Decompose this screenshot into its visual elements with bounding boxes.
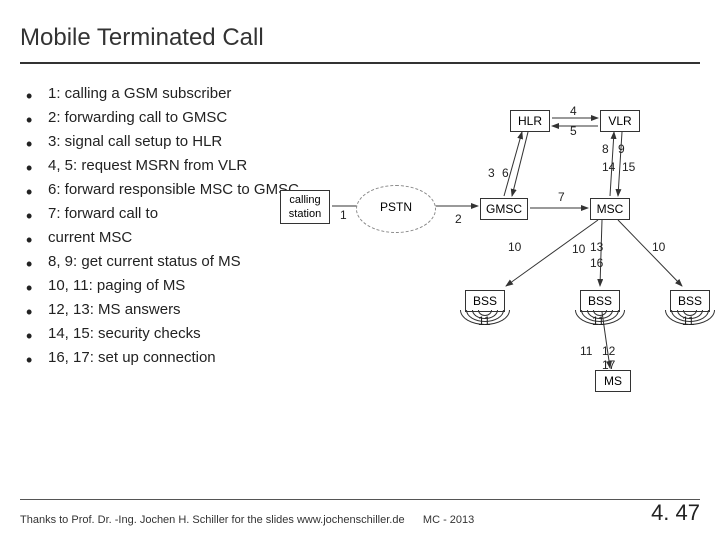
edge-label: 7 xyxy=(558,190,565,204)
edge-label: 12 xyxy=(602,344,615,358)
edge-label: 9 xyxy=(618,142,625,156)
edge-label: 6 xyxy=(502,166,509,180)
node-gmsc: GMSC xyxy=(480,198,528,220)
edge-label: 17 xyxy=(602,358,615,372)
edge xyxy=(512,132,528,196)
rule-bottom xyxy=(20,499,700,500)
edge-label: 14 xyxy=(602,160,615,174)
node-bss1: BSS xyxy=(465,290,505,312)
edge-label: 4 xyxy=(570,104,577,118)
node-vlr: VLR xyxy=(600,110,640,132)
edge-label: 10 xyxy=(572,242,585,256)
edge-label: 2 xyxy=(455,212,462,226)
edge xyxy=(504,132,522,196)
diagram: callingstation PSTN GMSC HLR VLR MSC BSS BSS BSS… xyxy=(270,80,720,420)
page-number: 4. 47 xyxy=(651,500,700,526)
edge-label: 11 xyxy=(580,344,592,358)
slide-title: Mobile Terminated Call xyxy=(20,24,264,52)
node-hlr: HLR xyxy=(510,110,550,132)
node-calling_station: callingstation xyxy=(280,190,330,224)
edge-label: 3 xyxy=(488,166,495,180)
footer: Thanks to Prof. Dr. -Ing. Jochen H. Schi… xyxy=(20,514,700,526)
edge-label: 15 xyxy=(622,160,635,174)
node-ms: MS xyxy=(595,370,631,392)
node-pstn: PSTN xyxy=(370,195,422,219)
rule-top xyxy=(20,62,700,64)
edge-label: 8 xyxy=(602,142,609,156)
node-msc: MSC xyxy=(590,198,630,220)
footer-credit: Thanks to Prof. Dr. -Ing. Jochen H. Schi… xyxy=(20,514,405,526)
edge-label: 5 xyxy=(570,124,577,138)
edge-label: 11 xyxy=(478,314,490,328)
edge-label: 16 xyxy=(590,256,603,270)
footer-course: MC - 2013 xyxy=(423,514,474,526)
node-bss2: BSS xyxy=(580,290,620,312)
edge-label: 10 xyxy=(508,240,521,254)
edge-label: 1 xyxy=(340,208,347,222)
edge-label: 11 xyxy=(592,314,604,328)
edge-label: 11 xyxy=(682,314,694,328)
edge xyxy=(618,220,682,286)
edge-label: 13 xyxy=(590,240,603,254)
node-bss3: BSS xyxy=(670,290,710,312)
edge-label: 10 xyxy=(652,240,665,254)
